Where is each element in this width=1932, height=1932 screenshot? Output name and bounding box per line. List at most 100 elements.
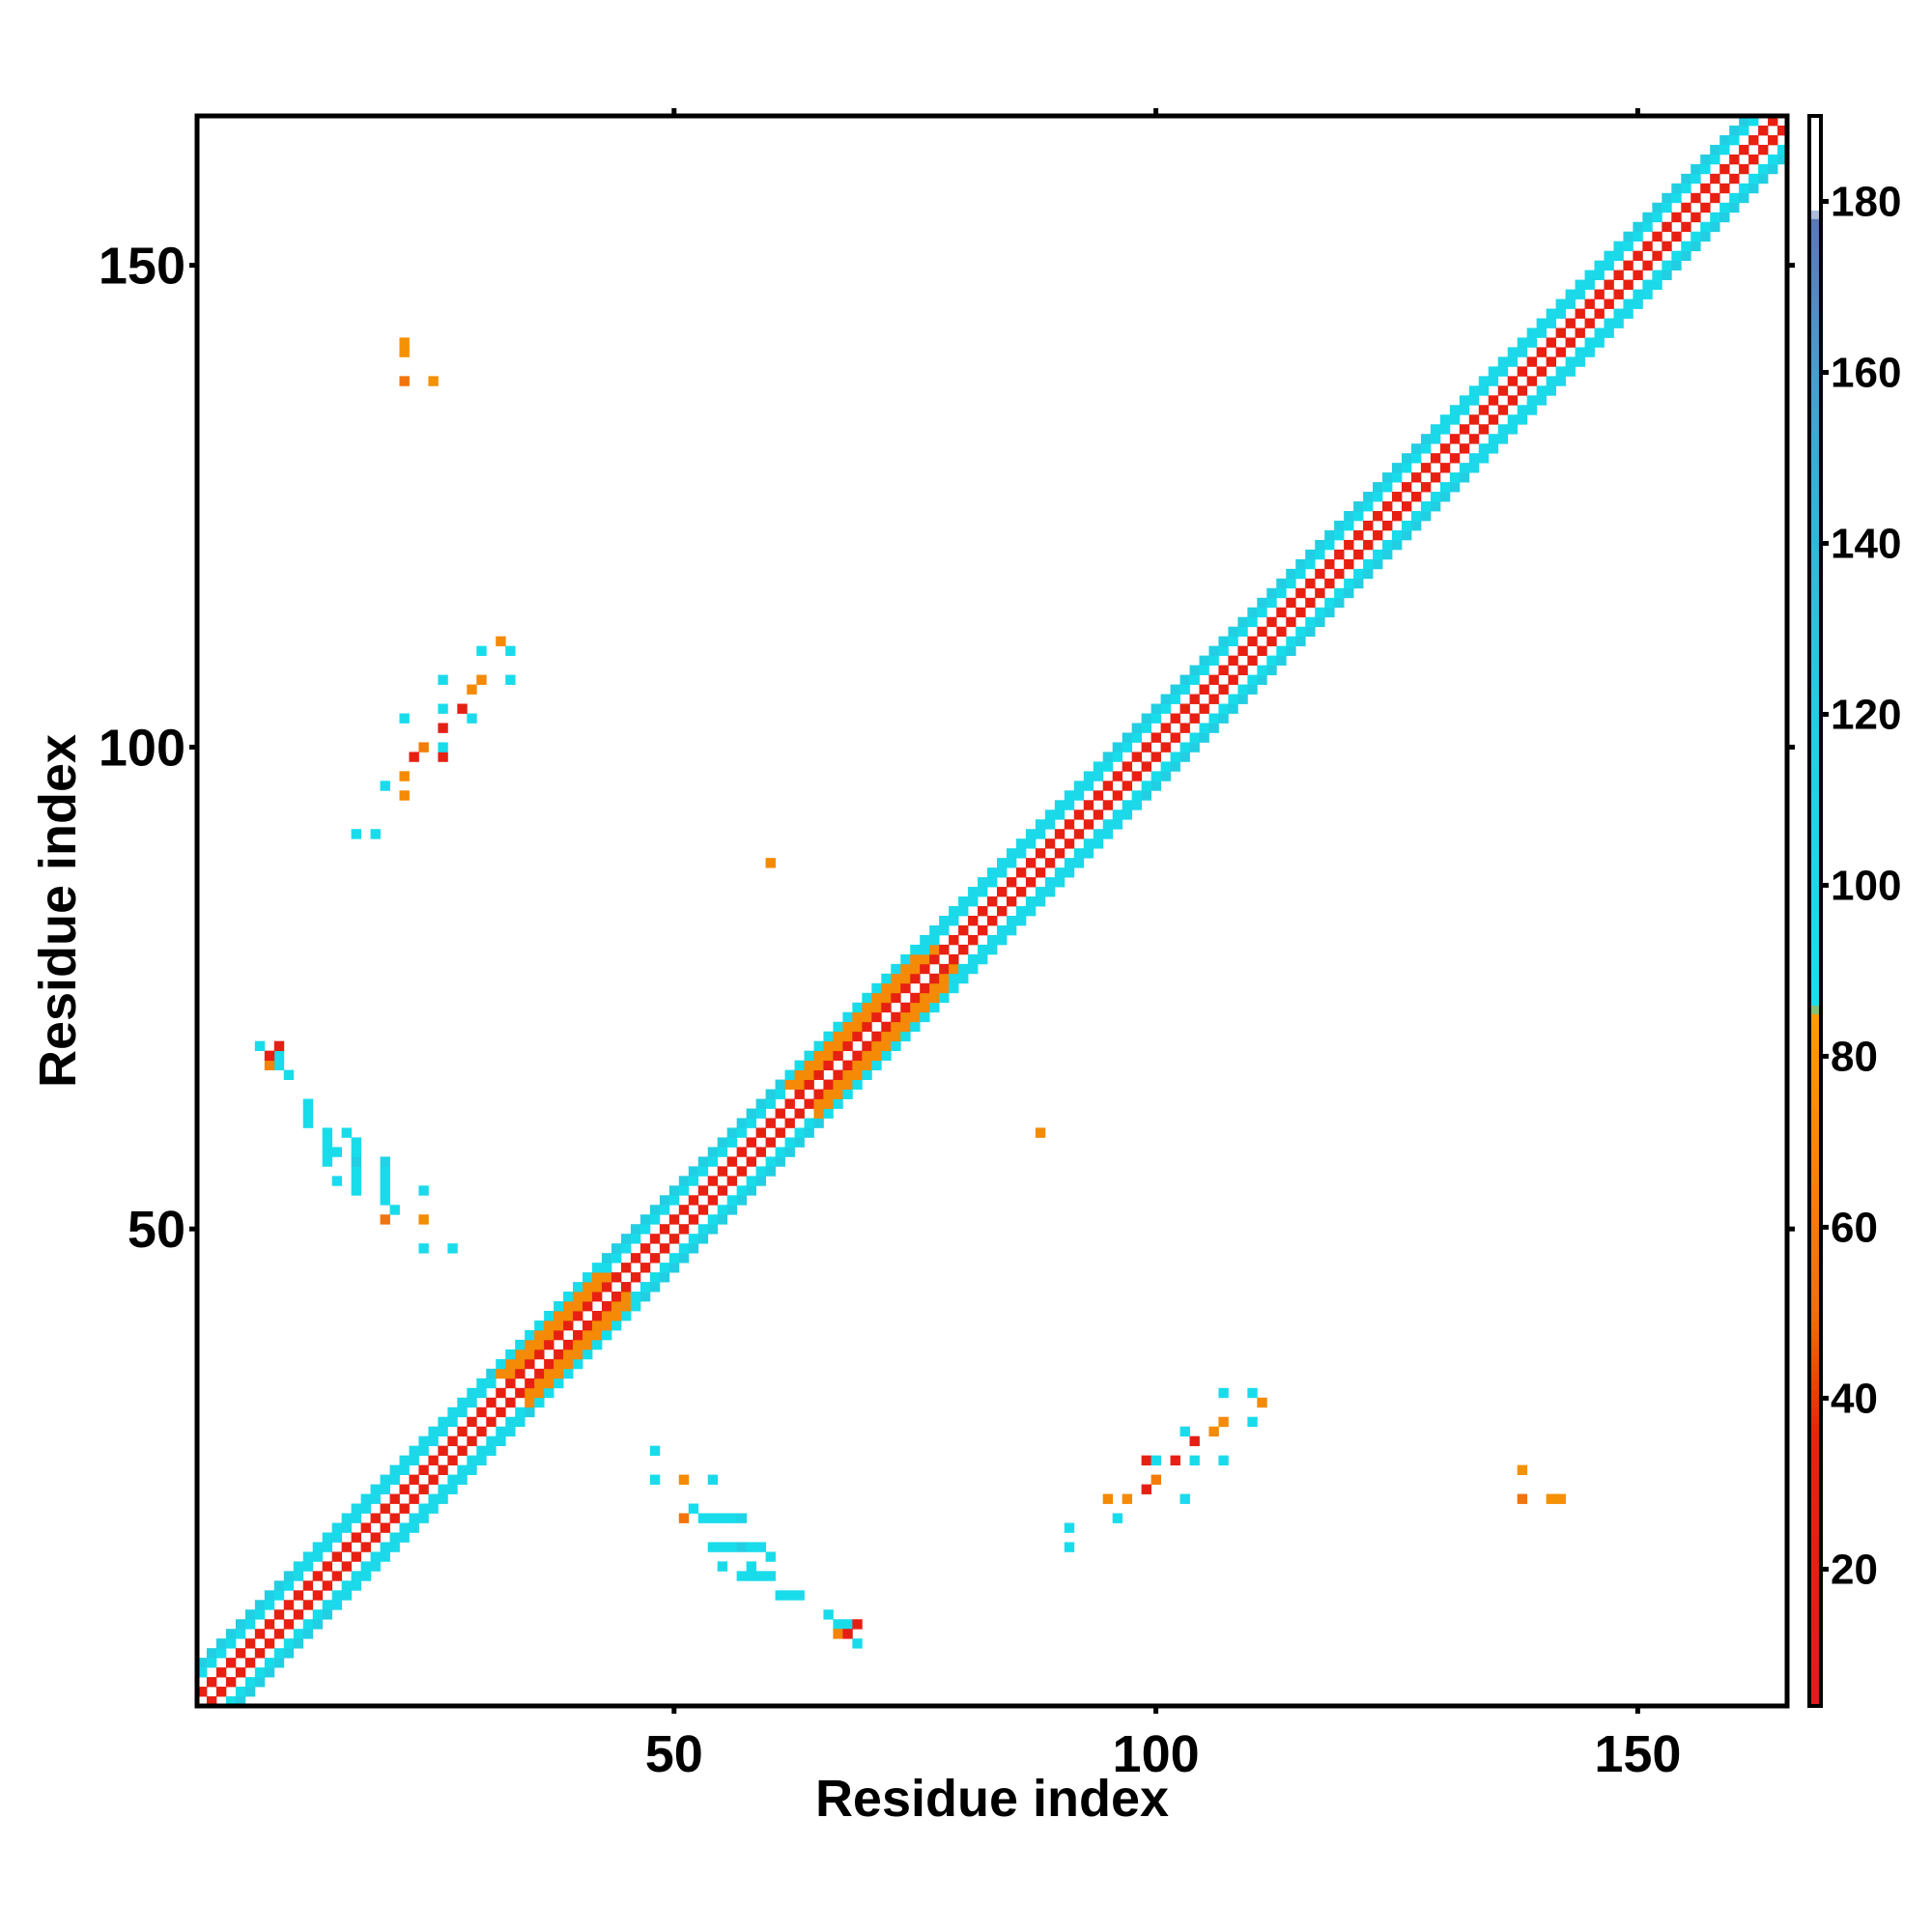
heatmap-cell (1295, 587, 1306, 599)
heatmap-cell (1729, 192, 1740, 204)
heatmap-cell (1247, 1416, 1258, 1428)
heatmap-cell (1344, 587, 1354, 599)
heatmap-cell (1642, 221, 1653, 233)
heatmap-cell (592, 1292, 603, 1302)
heatmap-cell (794, 1069, 805, 1080)
heatmap-cell (1064, 790, 1075, 801)
colorbar-segment (1809, 1509, 1821, 1519)
colorbar-segment (1809, 585, 1821, 596)
heatmap-cell (515, 1349, 526, 1360)
colorbar-segment (1809, 474, 1821, 485)
heatmap-cell (755, 1127, 766, 1138)
colorbar-segment (1809, 1543, 1821, 1553)
heatmap-cell (688, 1176, 699, 1186)
heatmap-cell (1025, 858, 1037, 868)
heatmap-cell (1710, 154, 1720, 165)
heatmap-cell (1681, 250, 1691, 262)
heatmap-cell (1247, 684, 1258, 695)
heatmap-cell (360, 1503, 371, 1514)
heatmap-cell (1546, 318, 1556, 328)
heatmap-cell (360, 1571, 371, 1581)
colorbar-tick-label: 80 (1831, 1033, 1878, 1080)
heatmap-cell (968, 887, 979, 897)
heatmap-cell (1410, 511, 1422, 522)
heatmap-cell (1286, 636, 1296, 647)
heatmap-cell (438, 1464, 448, 1475)
heatmap-cell (852, 1069, 863, 1080)
heatmap-cell (341, 1580, 353, 1591)
heatmap-cell (1748, 154, 1759, 165)
heatmap-cell (1729, 202, 1740, 213)
colorbar-segment (1809, 1081, 1821, 1092)
heatmap-cell (544, 1387, 554, 1399)
colorbar-segment (1809, 1654, 1821, 1664)
heatmap-cell (1266, 597, 1277, 609)
colorbar-segment (1809, 552, 1821, 561)
heatmap-cell (1690, 163, 1701, 175)
heatmap-cell (891, 1011, 901, 1023)
heatmap-cell (428, 376, 439, 386)
heatmap-cell (1102, 829, 1114, 839)
heatmap-cell (1410, 520, 1422, 531)
heatmap-cell (1257, 674, 1267, 685)
heatmap-cell (697, 1234, 709, 1244)
heatmap-cell (784, 1118, 795, 1128)
heatmap-cell (1044, 819, 1056, 830)
heatmap-cell (688, 1243, 699, 1254)
colorbar-segment (1809, 645, 1821, 656)
heatmap-cell (881, 1031, 892, 1042)
heatmap-cell (601, 1320, 612, 1331)
heatmap-cell (678, 1474, 690, 1485)
heatmap-cell (1584, 337, 1595, 348)
heatmap-cell (678, 1243, 690, 1254)
heatmap-cell (996, 867, 1008, 878)
colorbar-segment (1809, 680, 1821, 690)
heatmap-cell (197, 1667, 208, 1678)
heatmap-cell (1430, 453, 1441, 464)
heatmap-cell (1642, 241, 1653, 252)
heatmap-cell (1083, 838, 1094, 849)
heatmap-cell (206, 1677, 217, 1688)
heatmap-cell (1449, 434, 1461, 444)
heatmap-cell (1093, 761, 1104, 772)
heatmap-cell (707, 1513, 719, 1523)
heatmap-cell (1671, 192, 1682, 204)
colorbar-segment (1809, 1184, 1821, 1194)
heatmap-cell (1700, 154, 1711, 165)
heatmap-cell (525, 1339, 535, 1350)
y-tick-label: 50 (128, 1201, 185, 1259)
heatmap-cell (592, 1282, 603, 1293)
heatmap-cell (505, 1349, 516, 1360)
heatmap-cell (1642, 279, 1653, 290)
heatmap-cell (1729, 134, 1740, 146)
heatmap-cell (1652, 279, 1662, 290)
heatmap-cell (331, 1147, 343, 1157)
heatmap-cell (1391, 539, 1403, 551)
heatmap-cell (1015, 887, 1027, 897)
colorbar-segment (1809, 1697, 1821, 1707)
heatmap-cell (1594, 260, 1605, 271)
heatmap-cell (1662, 202, 1672, 213)
heatmap-cell (717, 1147, 728, 1157)
heatmap-cell (900, 1011, 911, 1023)
colorbar-segment (1809, 1176, 1821, 1185)
heatmap-cell (678, 1176, 690, 1186)
heatmap-cell (1218, 1387, 1229, 1399)
heatmap-cell (1170, 732, 1180, 743)
heatmap-cell (1170, 752, 1180, 762)
heatmap-cell (215, 1667, 227, 1678)
heatmap-cell (273, 1590, 285, 1601)
heatmap-cell (360, 1542, 371, 1552)
heatmap-cell (1719, 202, 1730, 213)
heatmap-cell (380, 1214, 390, 1225)
heatmap-cell (939, 924, 950, 936)
heatmap-cell (273, 1040, 285, 1052)
heatmap-cell (717, 1166, 728, 1177)
colorbar-segment (1809, 671, 1821, 681)
heatmap-cell (852, 1011, 863, 1023)
colorbar-segment (1809, 1056, 1821, 1065)
heatmap-cell (399, 1484, 410, 1494)
heatmap-cell (380, 1522, 390, 1533)
colorbar-segment (1809, 346, 1821, 356)
heatmap-cell (582, 1272, 593, 1283)
